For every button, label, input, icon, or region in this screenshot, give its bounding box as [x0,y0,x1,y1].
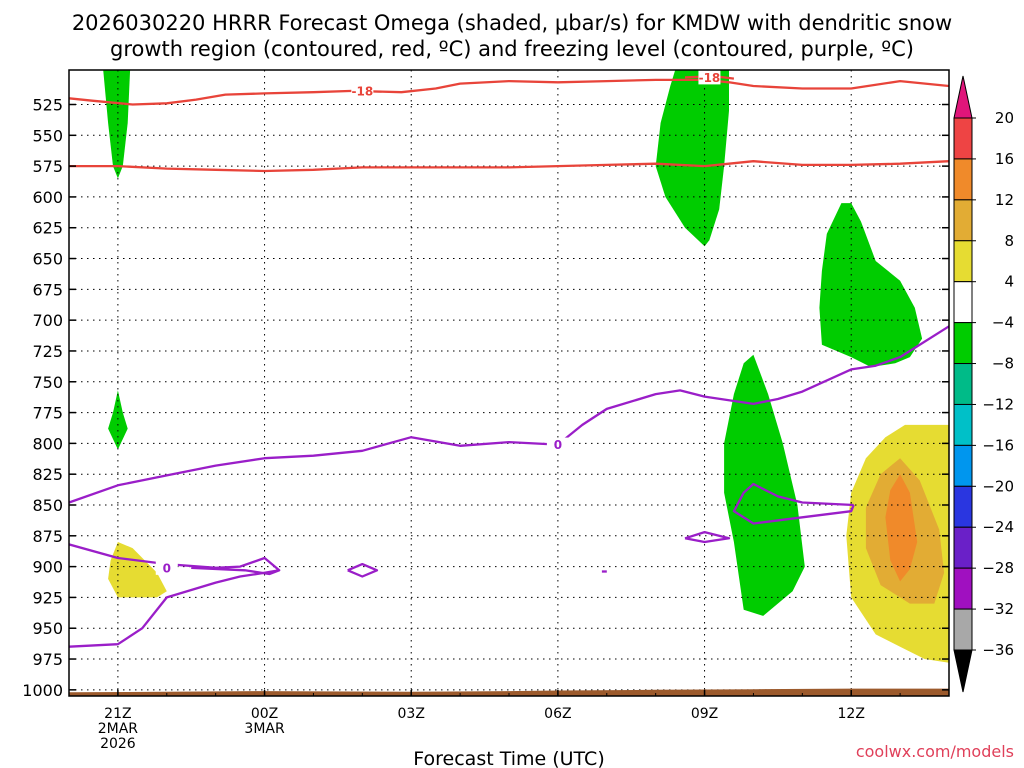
contour-layer: -18 -18 0 0 [69,70,949,648]
colorbar-label-16: 16 [995,150,1014,168]
freezing-main-label: 0 [554,438,562,452]
x-tick-label-21Z-line-2: 2MAR [98,721,139,737]
dgz-top-label-09z-label-bg [698,70,721,85]
dgz-lower-contour [69,160,949,173]
y-tick-label-950: 950 [32,619,63,638]
x-tick-label-12Z-line-1: 12Z [838,706,865,722]
colorbar-label--24: −24 [982,518,1014,536]
y-tick-label-800: 800 [32,434,63,453]
colorbar-bin--4-to-4 [953,281,973,324]
colorbar-bin-16-to-20 [953,117,973,160]
y-tick-label-825: 825 [32,465,63,484]
colorbar-label--32: −32 [982,600,1014,618]
x-tick-label-06Z-line-1: 06Z [544,706,571,722]
chart-title-line-1: 2026030220 HRRR Forecast Omega (shaded, … [72,11,952,35]
freezing-low-upper-label-bg [155,560,178,575]
colorbar-label--36: −36 [982,641,1014,659]
y-tick-label-550: 550 [32,126,63,145]
y-tick-label-1000: 1000 [22,681,63,700]
y-tick-label-775: 775 [32,404,63,423]
colorbar-bottom-arrow [953,649,973,693]
colorbar-bin--8-to--4 [953,322,973,365]
x-tick-label-00Z-line-1: 00Z [251,706,278,722]
y-tick-label-575: 575 [32,157,63,176]
x-tick-label-21Z-line-3: 2026 [100,736,136,752]
chart-title-line-2: growth region (contoured, red, ºC) and f… [110,37,914,61]
colorbar-bin-12-to-16 [953,158,973,201]
y-tick-label-750: 750 [32,373,63,392]
colorbar-bin-4-to-8 [953,240,973,283]
y-tick-label-675: 675 [32,280,63,299]
dgz-upper-label-bg [351,83,374,98]
omega-green-10z-region [724,354,805,616]
x-tick-label-21Z-line-1: 21Z [104,706,131,722]
freezing-low-upper-label: 0 [163,561,171,575]
colorbar-label--28: −28 [982,559,1014,577]
freezing-low-lower-contour [69,569,280,648]
y-tick-label-725: 725 [32,342,63,361]
y-tick-label-600: 600 [32,188,63,207]
x-tick-label-09Z-line-1: 09Z [691,706,718,722]
colorbar-bin--36-to--32 [953,608,973,651]
colorbar-label--4: −4 [992,314,1014,332]
dgz-top-label-09z-label: -18 [699,71,721,85]
omega-yellow-21z-region [108,542,167,598]
site-credit-link[interactable]: coolwx.com/models [856,742,1014,761]
y-tick-label-525: 525 [32,96,63,115]
x-tick-label-03Z-line-1: 03Z [398,706,425,722]
colorbar-top-arrow [953,75,973,119]
y-tick-label-700: 700 [32,311,63,330]
freezing-main-contour [69,325,949,504]
freezing-loop-09z-contour [684,530,731,544]
freezing-main-label-bg [546,437,569,452]
y-tick-label-625: 625 [32,219,63,238]
freezing-loop-10z-contour [732,482,855,525]
plot-area: -18 -18 0 0 [68,69,950,697]
dgz-upper-contour [69,78,949,106]
y-tick-label-850: 850 [32,496,63,515]
y-tick-label-925: 925 [32,588,63,607]
omega-green-21z-small-region [108,390,128,450]
dgz-upper-label: -18 [351,84,373,98]
ground-surface [69,688,949,696]
omega-green-09z-region [655,70,729,247]
y-axis: 525 550 575 600 625 650 675 700 725 750 775 800 825 8… [22,96,949,700]
colorbar-label--20: −20 [982,477,1014,495]
colorbar-bin--24-to--20 [953,485,973,528]
y-tick-label-650: 650 [32,250,63,269]
colorbar-label--8: −8 [992,355,1014,373]
y-tick-label-975: 975 [32,650,63,669]
freezing-low-upper-contour [69,543,281,576]
colorbar-label-4: 4 [1004,273,1014,291]
omega-orange-13z-region [885,474,918,582]
colorbar-bin-8-to-12 [953,199,973,242]
colorbar-label--16: −16 [982,436,1014,454]
freezing-blob-03z-contour [347,562,379,578]
colorbar-label-20: 20 [995,109,1014,127]
colorbar-bin--20-to--16 [953,444,973,487]
x-tick-label-00Z-line-2: 3MAR [244,721,285,737]
y-tick-label-875: 875 [32,527,63,546]
omega-green-21z-region [103,70,131,179]
colorbar-label-12: 12 [995,191,1014,209]
omega-shading-layer [103,70,949,663]
colorbar-bin--16-to--12 [953,403,973,446]
colorbar-label--12: −12 [982,395,1014,413]
ground-layer [69,688,949,696]
colorbar-bin--28-to--24 [953,526,973,569]
colorbar-bin--32-to--28 [953,567,973,610]
grid-layer [69,70,949,696]
colorbar-label-8: 8 [1004,232,1014,250]
x-axis-label: Forecast Time (UTC) [413,748,604,768]
y-tick-label-900: 900 [32,558,63,577]
colorbar: 20 16 12 8 4 −4 −8 −12 −16 −20 −24 −28 −32 −36 [953,75,1014,693]
omega-green-12z-region [819,203,923,367]
colorbar-bin--12-to--8 [953,363,973,405]
